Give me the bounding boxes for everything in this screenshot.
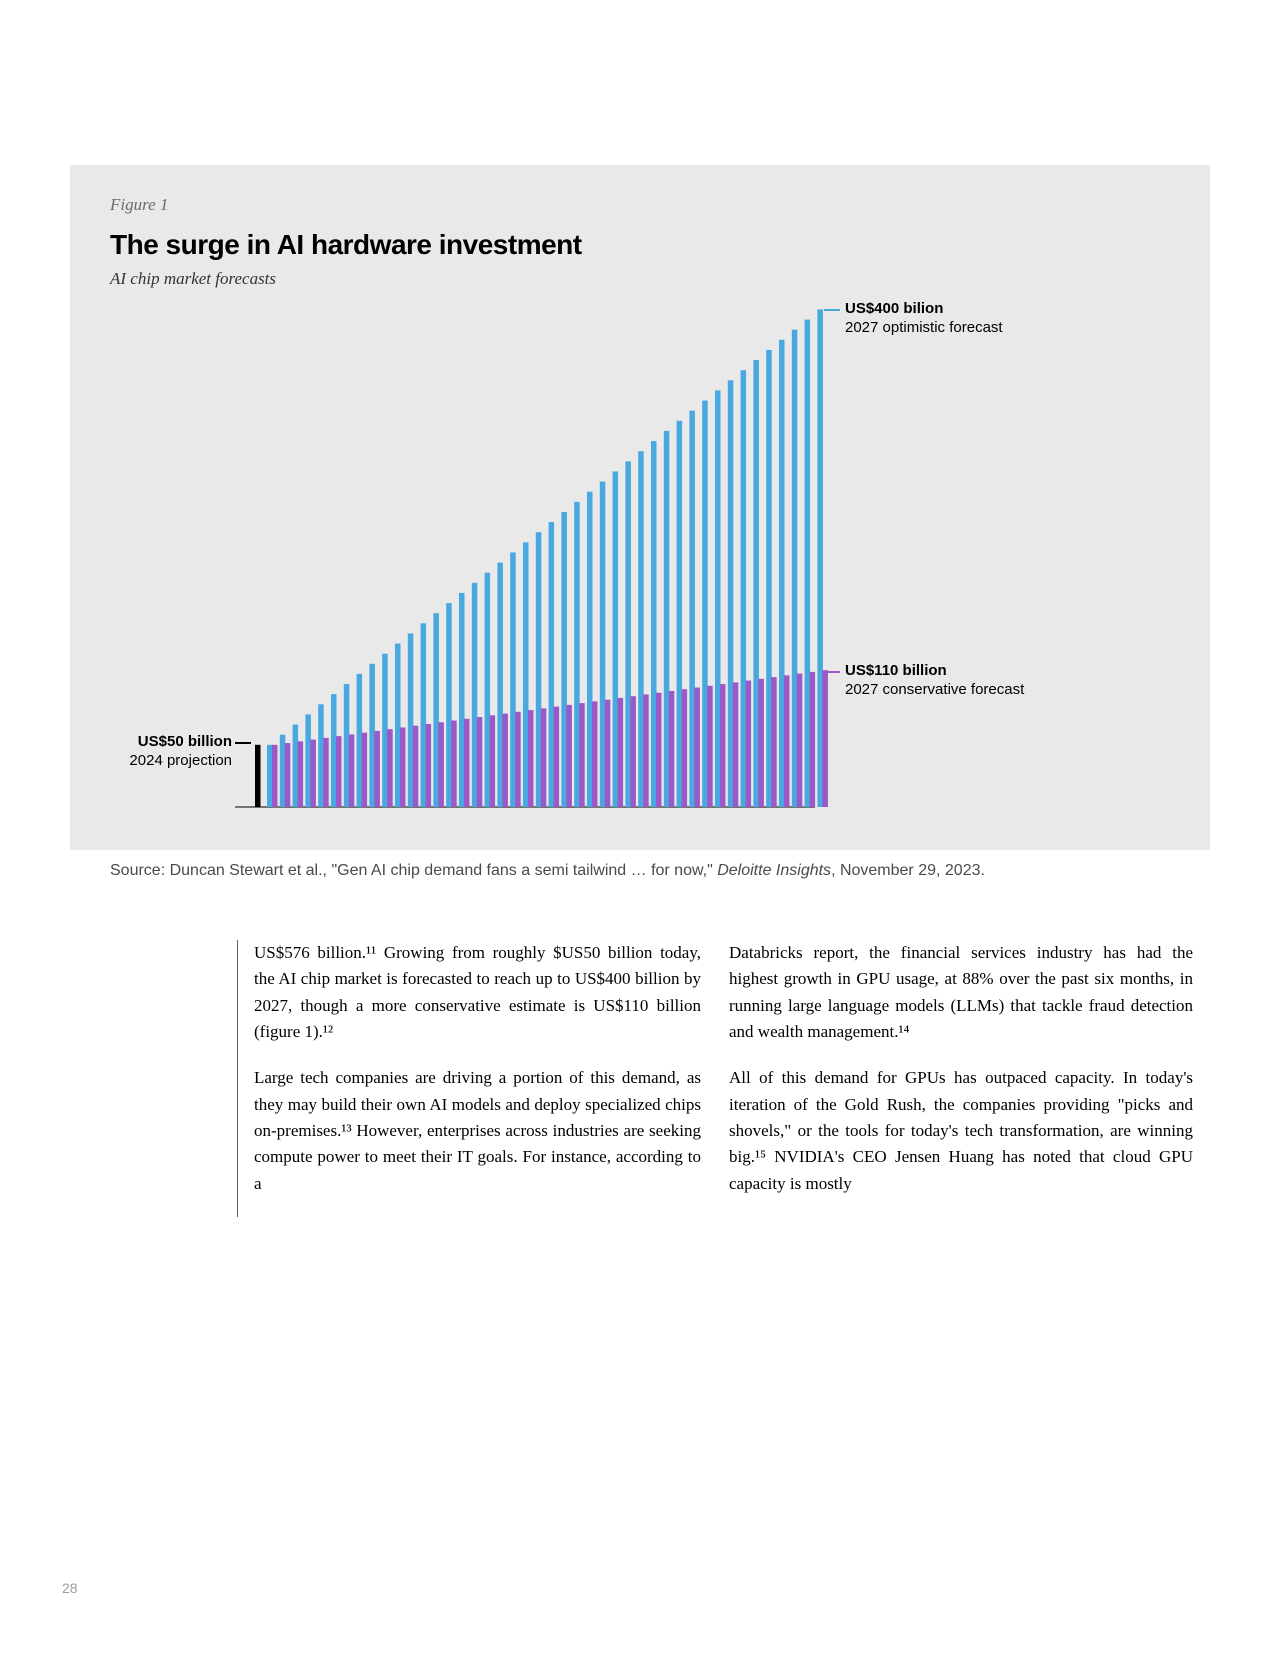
- column-left: US$576 billion.¹¹ Growing from roughly $…: [237, 940, 701, 1217]
- chart-area: US$50 billion 2024 projection US$400 bil…: [110, 297, 1170, 813]
- annotation-value: US$110 billion: [845, 662, 1024, 681]
- source-prefix: Source: Duncan Stewart et al., "Gen AI c…: [110, 862, 717, 879]
- annotation-2024-projection: US$50 billion 2024 projection: [110, 733, 232, 771]
- annotation-tick-top: [824, 309, 840, 311]
- annotation-sub: 2024 projection: [110, 752, 232, 771]
- figure-source: Source: Duncan Stewart et al., "Gen AI c…: [110, 862, 985, 880]
- bar-chart: [110, 297, 1170, 813]
- annotation-sub: 2027 optimistic forecast: [845, 319, 1003, 338]
- annotation-tick-left: [235, 742, 251, 744]
- annotation-2027-optimistic: US$400 bilion 2027 optimistic forecast: [845, 300, 1003, 338]
- annotation-value: US$50 billion: [110, 733, 232, 752]
- paragraph: US$576 billion.¹¹ Growing from roughly $…: [254, 940, 701, 1045]
- annotation-sub: 2027 conservative forecast: [845, 681, 1024, 700]
- column-right: Databricks report, the financial service…: [729, 940, 1193, 1217]
- source-suffix: , November 29, 2023.: [831, 862, 985, 879]
- body-text-columns: US$576 billion.¹¹ Growing from roughly $…: [253, 940, 1210, 1217]
- figure-panel: Figure 1 The surge in AI hardware invest…: [70, 165, 1210, 850]
- page-number: 28: [62, 1580, 78, 1596]
- paragraph: Large tech companies are driving a porti…: [254, 1065, 701, 1197]
- annotation-tick-bottom: [824, 671, 840, 673]
- paragraph: All of this demand for GPUs has outpaced…: [729, 1065, 1193, 1197]
- figure-title: The surge in AI hardware investment: [110, 229, 1170, 261]
- annotation-value: US$400 bilion: [845, 300, 1003, 319]
- figure-subtitle: AI chip market forecasts: [110, 269, 1170, 289]
- annotation-2027-conservative: US$110 billion 2027 conservative forecas…: [845, 662, 1024, 700]
- figure-label: Figure 1: [110, 195, 1170, 215]
- paragraph: Databricks report, the financial service…: [729, 940, 1193, 1045]
- source-italic: Deloitte Insights: [717, 862, 831, 879]
